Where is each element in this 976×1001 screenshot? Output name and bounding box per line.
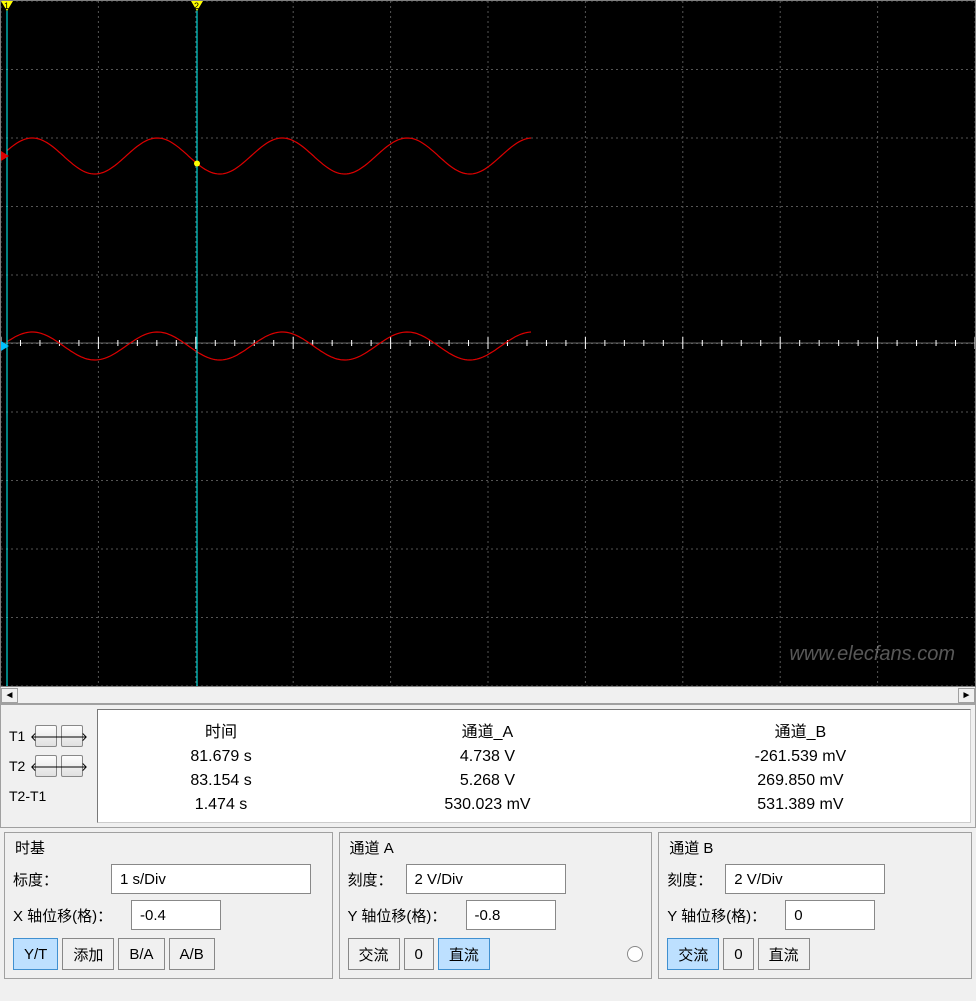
cha-offset-input[interactable]: -0.8 — [466, 900, 556, 930]
cha-dc-button[interactable]: 直流 — [438, 938, 490, 970]
measurement-table: 时间 通道_A 通道_B 81.679 s 4.738 V -261.539 m… — [97, 709, 971, 823]
svg-text:2: 2 — [194, 1, 199, 11]
scope-canvas: 12 — [1, 1, 975, 686]
chb-offset-input[interactable]: 0 — [785, 900, 875, 930]
chb-offset-label: Y 轴位移(格)： — [667, 905, 777, 926]
scroll-right-icon[interactable]: ► — [958, 688, 975, 703]
t2-chb: 269.850 mV — [641, 770, 960, 792]
t1-label: T1 — [9, 728, 31, 744]
chb-title: 通道 B — [667, 837, 963, 858]
t2-label: T2 — [9, 758, 31, 774]
t1-right-button[interactable]: 🡒 — [61, 725, 83, 747]
cha-radio-icon[interactable] — [627, 946, 643, 962]
horizontal-scrollbar[interactable]: ◄ ► — [0, 687, 976, 704]
t1-cha: 4.738 V — [336, 746, 639, 768]
cha-scale-input[interactable]: 2 V/Div — [406, 864, 566, 894]
cha-offset-label: Y 轴位移(格)： — [348, 905, 458, 926]
t1-left-button[interactable]: 🡐 — [35, 725, 57, 747]
t1-chb: -261.539 mV — [641, 746, 960, 768]
channel-b-group: 通道 B 刻度： 2 V/Div Y 轴位移(格)： 0 交流 0 直流 — [658, 832, 972, 979]
diff-time: 1.474 s — [108, 794, 334, 816]
timebase-title: 时基 — [13, 837, 324, 858]
header-time: 时间 — [108, 716, 334, 744]
scope-display[interactable]: 12 www.elecfans.com — [0, 0, 976, 687]
cursor-panel: T1 🡐 🡒 T2 🡐 🡒 T2-T1 时间 通道_A 通道_B — [0, 704, 976, 828]
cha-title: 通道 A — [348, 837, 644, 858]
t1-time: 81.679 s — [108, 746, 334, 768]
timebase-scale-label: 标度： — [13, 869, 103, 890]
chb-dc-button[interactable]: 直流 — [758, 938, 810, 970]
scroll-left-icon[interactable]: ◄ — [1, 688, 18, 703]
timebase-offset-input[interactable]: -0.4 — [131, 900, 221, 930]
chb-ac-button[interactable]: 交流 — [667, 938, 719, 970]
controls-row: 时基 标度： 1 s/Div X 轴位移(格)： -0.4 Y/T 添加 B/A… — [0, 828, 976, 983]
chb-zero-button[interactable]: 0 — [723, 938, 753, 970]
cha-ac-button[interactable]: 交流 — [348, 938, 400, 970]
timebase-group: 时基 标度： 1 s/Div X 轴位移(格)： -0.4 Y/T 添加 B/A… — [4, 832, 333, 979]
add-button[interactable]: 添加 — [62, 938, 114, 970]
svg-text:1: 1 — [4, 1, 9, 11]
cha-zero-button[interactable]: 0 — [404, 938, 434, 970]
t2-time: 83.154 s — [108, 770, 334, 792]
ab-button[interactable]: A/B — [169, 938, 215, 970]
channel-a-group: 通道 A 刻度： 2 V/Div Y 轴位移(格)： -0.8 交流 0 直流 — [339, 832, 653, 979]
yt-button[interactable]: Y/T — [13, 938, 58, 970]
t2-left-button[interactable]: 🡐 — [35, 755, 57, 777]
oscilloscope-window: 12 www.elecfans.com ◄ ► T1 🡐 🡒 T2 🡐 🡒 T2… — [0, 0, 976, 983]
chb-scale-input[interactable]: 2 V/Div — [725, 864, 885, 894]
cursor-labels: T1 🡐 🡒 T2 🡐 🡒 T2-T1 — [5, 709, 87, 823]
timebase-scale-input[interactable]: 1 s/Div — [111, 864, 311, 894]
header-cha: 通道_A — [336, 716, 639, 744]
t2t1-label: T2-T1 — [9, 788, 59, 804]
diff-cha: 530.023 mV — [336, 794, 639, 816]
t2-right-button[interactable]: 🡒 — [61, 755, 83, 777]
cha-scale-label: 刻度： — [348, 869, 398, 890]
chb-scale-label: 刻度： — [667, 869, 717, 890]
header-chb: 通道_B — [641, 716, 960, 744]
t2-cha: 5.268 V — [336, 770, 639, 792]
timebase-offset-label: X 轴位移(格)： — [13, 905, 123, 926]
ba-button[interactable]: B/A — [118, 938, 164, 970]
diff-chb: 531.389 mV — [641, 794, 960, 816]
